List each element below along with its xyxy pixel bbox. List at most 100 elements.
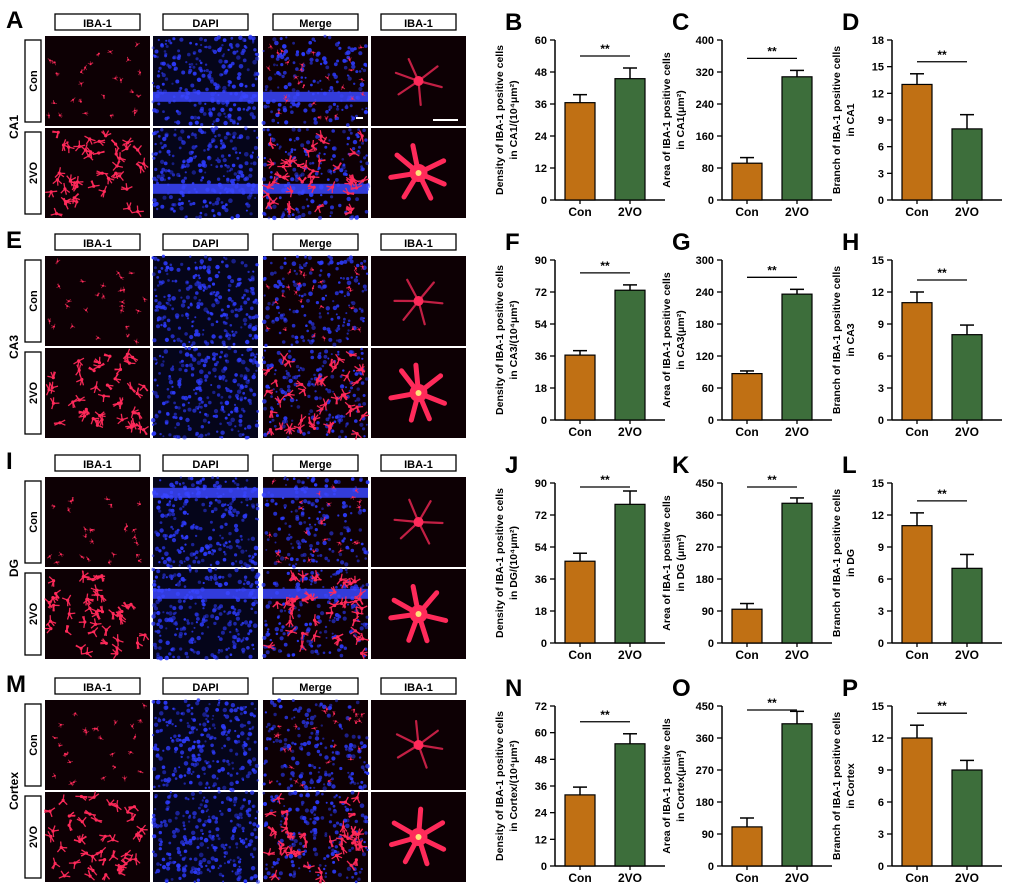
nucleus-dot	[295, 516, 300, 521]
microglia-soma	[108, 561, 110, 564]
cell-layer-band	[263, 183, 368, 194]
nucleus-dot	[289, 535, 293, 539]
nucleus-dot	[188, 121, 193, 126]
nucleus-dot	[214, 581, 219, 585]
nucleus-dot	[172, 391, 176, 395]
nucleus-dot	[241, 638, 245, 642]
nucleus-dot	[213, 82, 218, 87]
nucleus-dot	[229, 118, 233, 123]
nucleus-dot	[182, 435, 187, 440]
microglia-soma	[57, 171, 61, 175]
nucleus-dot	[236, 174, 241, 180]
nucleus-dot	[160, 173, 165, 178]
microglia-soma	[274, 301, 277, 303]
nucleus-dot	[156, 85, 160, 90]
nucleus-dot	[171, 173, 176, 177]
nucleus-dot	[242, 58, 247, 63]
nucleus-dot	[179, 339, 183, 343]
nucleus-dot	[187, 135, 191, 139]
nucleus-dot	[201, 632, 204, 635]
microglia-soma	[53, 737, 56, 739]
nucleus-dot	[193, 296, 197, 300]
nucleus-dot	[177, 655, 181, 659]
microglia-soma	[80, 555, 83, 558]
nucleus-dot	[216, 541, 220, 546]
nucleus-dot	[237, 277, 241, 282]
microglia-soma	[72, 98, 75, 101]
nucleus-dot	[236, 76, 241, 80]
nucleus-dot	[360, 261, 364, 265]
microglia-soma	[339, 601, 343, 606]
nucleus-dot	[189, 334, 194, 340]
nucleus-dot	[250, 607, 254, 611]
nucleus-dot	[185, 363, 189, 368]
nucleus-dot	[215, 353, 219, 356]
microglia-soma	[139, 71, 142, 74]
nucleus-dot	[176, 528, 180, 532]
nucleus-dot	[169, 564, 173, 569]
nucleus-dot	[279, 628, 284, 632]
nucleus-dot	[297, 543, 300, 546]
nucleus-dot	[216, 177, 221, 181]
nucleus-dot	[308, 291, 313, 297]
nucleus-dot	[215, 264, 220, 270]
microglia-soma	[268, 533, 271, 536]
nucleus-dot	[272, 215, 277, 221]
nucleus-dot	[349, 215, 354, 221]
nucleus-dot	[163, 323, 167, 328]
nucleus-dot	[323, 354, 328, 359]
nucleus-dot	[295, 255, 299, 259]
nucleus-dot	[169, 304, 172, 307]
microglia-soma	[75, 200, 79, 204]
nucleus-dot	[276, 143, 279, 146]
nucleus-dot	[301, 212, 306, 218]
nucleus-dot	[280, 389, 285, 395]
nucleus-dot	[303, 499, 308, 504]
nucleus-dot	[325, 636, 328, 639]
nucleus-dot	[249, 388, 254, 393]
nucleus-dot	[339, 644, 344, 649]
nucleus-dot	[163, 349, 169, 354]
microglia-soma	[55, 178, 60, 182]
nucleus-dot	[174, 128, 177, 131]
microglia-soma	[136, 210, 140, 214]
group-label-box	[24, 131, 42, 215]
nucleus-dot	[322, 360, 327, 365]
nucleus-dot	[239, 384, 244, 388]
nucleus-dot	[223, 135, 228, 140]
nucleus-dot	[171, 365, 174, 368]
nucleus-dot	[309, 57, 314, 62]
nucleus-dot	[199, 411, 202, 414]
nucleus-dot	[336, 304, 340, 308]
nucleus-dot	[160, 43, 164, 47]
nucleus-dot	[243, 396, 247, 400]
nucleus-dot	[325, 110, 329, 114]
nucleus-dot	[234, 477, 238, 480]
nucleus-dot	[255, 363, 260, 368]
microglia-soma	[93, 727, 96, 730]
nucleus-dot	[176, 267, 181, 272]
nucleus-dot	[190, 366, 195, 371]
nucleus-dot	[241, 518, 245, 522]
microglia-soma	[121, 301, 124, 303]
nucleus-dot	[243, 39, 247, 42]
nucleus-dot	[321, 507, 324, 511]
nucleus-dot	[163, 295, 166, 299]
nucleus-dot	[288, 533, 291, 536]
nucleus-dot	[189, 552, 195, 557]
nucleus-dot	[296, 405, 301, 409]
nucleus-dot	[152, 257, 155, 260]
nucleus-dot	[190, 622, 194, 625]
nucleus-dot	[226, 132, 230, 136]
microglia-soma	[268, 428, 272, 432]
nucleus-dot	[314, 505, 318, 508]
microglia-soma	[278, 174, 282, 178]
nucleus-dot	[205, 341, 210, 346]
microglia-soma	[136, 553, 138, 556]
nucleus-dot	[290, 110, 294, 114]
microglia-soma	[91, 578, 95, 582]
nucleus-dot	[179, 627, 184, 631]
nucleus-dot	[218, 575, 222, 579]
nucleus-dot	[339, 375, 343, 378]
nucleus-dot	[323, 60, 328, 65]
